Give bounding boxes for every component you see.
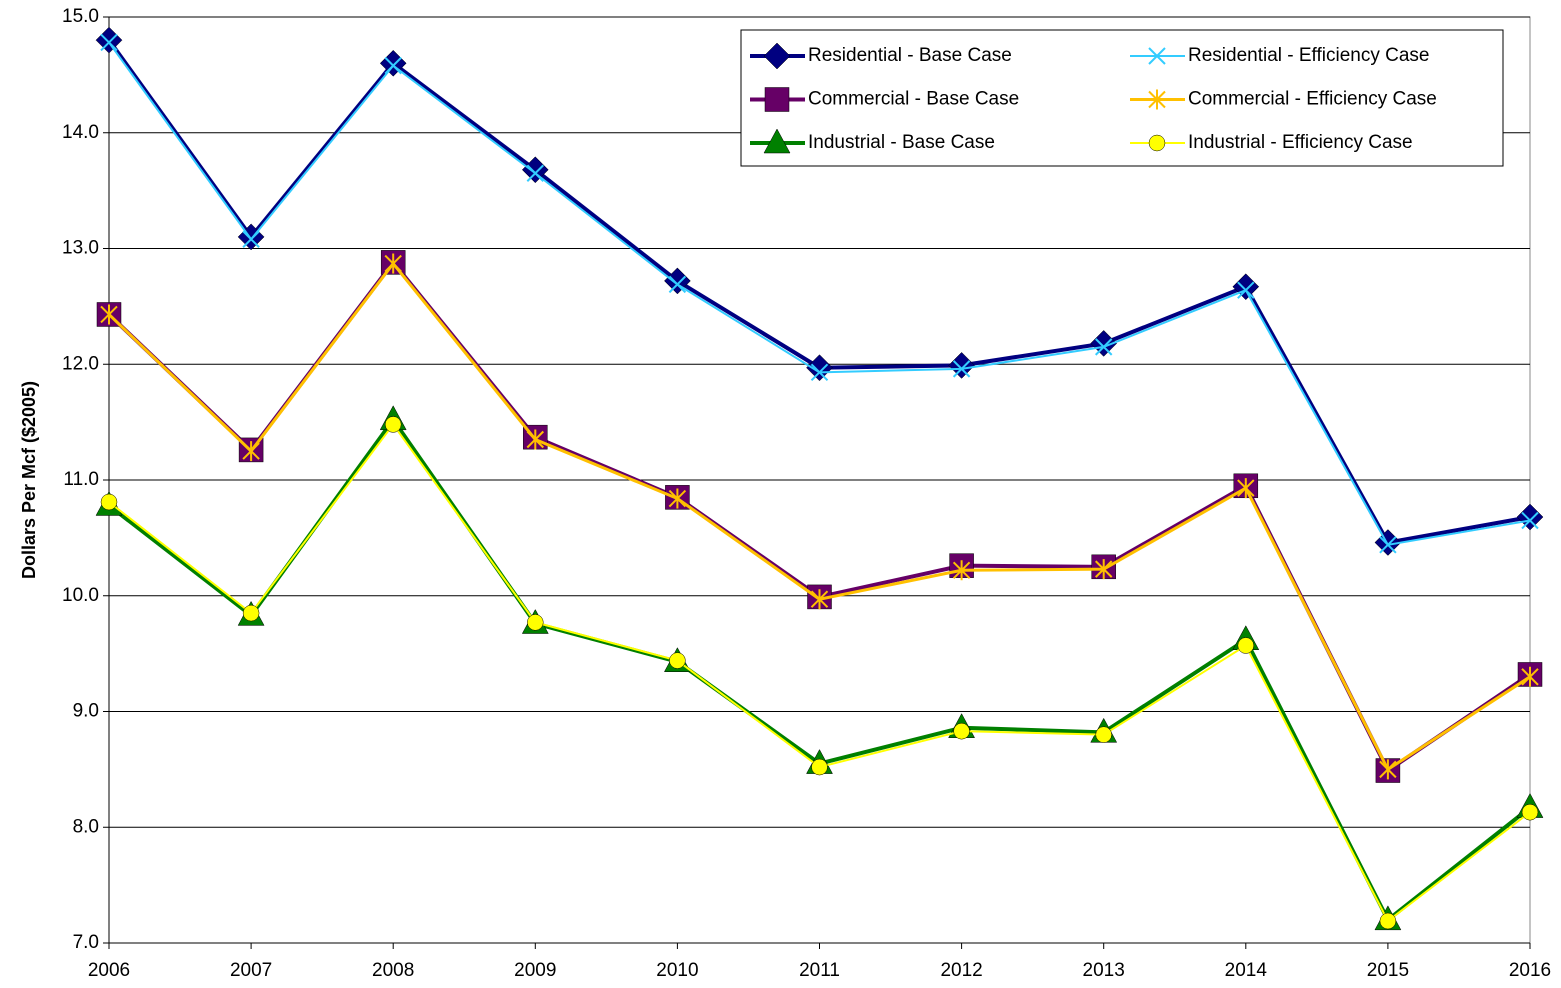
marker (384, 253, 402, 274)
marker (242, 230, 260, 248)
marker (669, 652, 686, 669)
marker (100, 33, 118, 52)
marker (1521, 666, 1539, 687)
legend-label: Industrial - Base Case (808, 132, 995, 153)
marker (526, 429, 545, 450)
marker (810, 363, 829, 382)
x-tick-label: 2010 (656, 960, 698, 981)
series (96, 250, 1543, 783)
marker (763, 128, 791, 154)
y-tick-label: 14.0 (62, 122, 99, 143)
marker (1237, 478, 1255, 499)
y-tick-label: 7.0 (73, 932, 99, 953)
marker (1094, 559, 1113, 580)
marker (1379, 912, 1397, 930)
legend-label: Residential - Efficiency Case (1188, 45, 1429, 66)
marker (1232, 273, 1260, 301)
marker (1090, 330, 1118, 357)
marker (763, 42, 791, 70)
marker (527, 614, 544, 631)
legend (740, 29, 1504, 167)
x-tick-label: 2014 (1225, 960, 1268, 981)
y-tick-label: 12.0 (62, 353, 99, 374)
legend-label: Residential - Base Case (808, 45, 1012, 66)
marker (1521, 511, 1539, 530)
marker (806, 354, 833, 382)
marker (100, 493, 118, 511)
marker (1095, 726, 1112, 743)
marker (1374, 529, 1402, 556)
marker (526, 164, 545, 182)
marker (811, 758, 828, 776)
x-tick-label: 2015 (1367, 960, 1409, 981)
marker (764, 87, 790, 112)
marker (242, 604, 260, 622)
marker (1516, 503, 1544, 531)
series-line (108, 422, 1531, 923)
marker (1521, 803, 1539, 821)
marker (1237, 637, 1255, 654)
series-line (107, 416, 1532, 923)
marker (384, 56, 402, 75)
x-tick-label: 2007 (230, 960, 272, 981)
marker (95, 26, 123, 54)
marker (953, 722, 970, 740)
legend-label: Commercial - Efficiency Case (1188, 89, 1437, 110)
x-tick-label: 2009 (514, 960, 556, 981)
y-tick-label: 9.0 (73, 701, 99, 722)
marker (1094, 338, 1113, 356)
x-tick-label: 2013 (1083, 960, 1125, 981)
y-tick-label: 15.0 (62, 6, 99, 27)
marker (668, 488, 687, 509)
y-axis-label: Dollars Per Mcf ($2005) (19, 381, 39, 579)
x-tick-label: 2008 (372, 960, 414, 981)
y-tick-label: 10.0 (62, 585, 99, 606)
y-tick-label: 13.0 (62, 238, 99, 259)
x-tick-label: 2016 (1509, 960, 1551, 981)
marker (1379, 759, 1397, 780)
legend-label: Industrial - Efficiency Case (1188, 132, 1413, 153)
marker (1379, 536, 1397, 554)
y-tick-label: 11.0 (63, 469, 99, 490)
marker (668, 275, 687, 294)
legend-label: Commercial - Base Case (808, 89, 1019, 110)
x-tick-label: 2012 (940, 960, 982, 981)
series (100, 416, 1539, 930)
marker (1148, 47, 1166, 65)
x-tick-label: 2011 (799, 960, 840, 981)
marker (952, 360, 971, 378)
marker (379, 49, 407, 77)
marker (1237, 281, 1255, 299)
marker (1148, 89, 1166, 110)
marker (952, 560, 971, 581)
marker (1148, 134, 1166, 152)
series (100, 33, 1539, 554)
marker (810, 589, 829, 610)
x-tick-label: 2006 (88, 960, 130, 981)
series (100, 253, 1539, 780)
marker (242, 441, 260, 462)
y-tick-label: 8.0 (73, 816, 99, 837)
marker (948, 352, 975, 379)
marker (100, 304, 118, 325)
series (95, 405, 1544, 931)
marker (384, 416, 402, 433)
